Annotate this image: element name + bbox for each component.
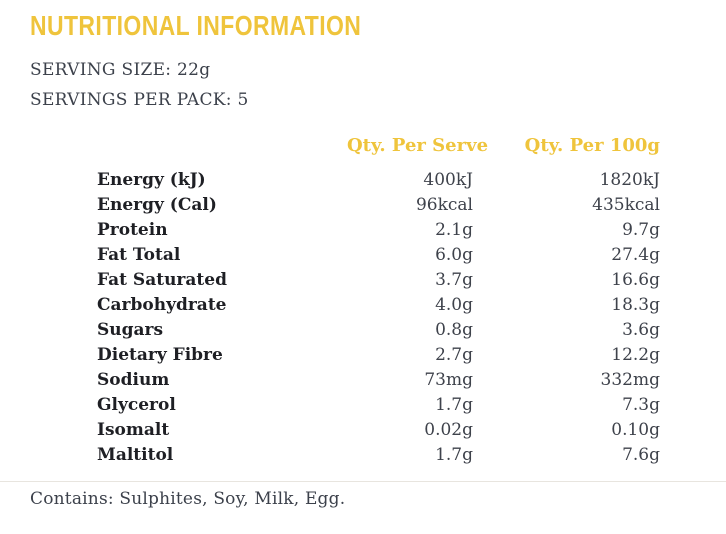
row-value-per-serve: 2.1g xyxy=(435,220,473,240)
row-value-per-serve: 0.8g xyxy=(435,320,473,340)
table-row: Fat Saturated 3.7g 16.6g xyxy=(97,270,660,295)
row-value-per-100g: 1820kJ xyxy=(599,170,660,190)
row-value-per-serve: 0.02g xyxy=(424,420,473,440)
allergen-contains-text: Contains: Sulphites, Soy, Milk, Egg. xyxy=(30,489,346,509)
servings-per-pack-text: SERVINGS PER PACK: 5 xyxy=(30,90,249,110)
table-row: Carbohydrate 4.0g 18.3g xyxy=(97,295,660,320)
row-value-per-100g: 0.10g xyxy=(611,420,660,440)
row-label: Fat Saturated xyxy=(97,270,227,290)
table-header-row: Qty. Per Serve Qty. Per 100g xyxy=(97,135,660,160)
table-row: Glycerol 1.7g 7.3g xyxy=(97,395,660,420)
row-label: Energy (Cal) xyxy=(97,195,217,215)
page-title: NUTRITIONAL INFORMATION xyxy=(30,10,362,41)
row-value-per-100g: 3.6g xyxy=(622,320,660,340)
serving-size-text: SERVING SIZE: 22g xyxy=(30,60,211,80)
table-row: Isomalt 0.02g 0.10g xyxy=(97,420,660,445)
row-value-per-serve: 3.7g xyxy=(435,270,473,290)
row-label: Isomalt xyxy=(97,420,170,440)
table-body: Energy (kJ) 400kJ 1820kJ Energy (Cal) 96kcal… xyxy=(97,170,660,470)
table-row: Energy (kJ) 400kJ 1820kJ xyxy=(97,170,660,195)
table-row: Maltitol 1.7g 7.6g xyxy=(97,445,660,470)
column-header-per-100g: Qty. Per 100g xyxy=(524,135,660,156)
table-row: Sodium 73mg 332mg xyxy=(97,370,660,395)
row-value-per-serve: 96kcal xyxy=(415,195,473,215)
row-value-per-100g: 18.3g xyxy=(611,295,660,315)
row-label: Carbohydrate xyxy=(97,295,227,315)
row-value-per-serve: 1.7g xyxy=(435,445,473,465)
row-value-per-serve: 73mg xyxy=(424,370,473,390)
row-label: Fat Total xyxy=(97,245,181,265)
table-row: Fat Total 6.0g 27.4g xyxy=(97,245,660,270)
divider-line xyxy=(0,481,726,482)
table-row: Energy (Cal) 96kcal 435kcal xyxy=(97,195,660,220)
row-value-per-100g: 9.7g xyxy=(622,220,660,240)
row-value-per-100g: 27.4g xyxy=(611,245,660,265)
row-value-per-serve: 2.7g xyxy=(435,345,473,365)
row-label: Glycerol xyxy=(97,395,176,415)
table-row: Dietary Fibre 2.7g 12.2g xyxy=(97,345,660,370)
row-value-per-100g: 435kcal xyxy=(592,195,660,215)
row-label: Maltitol xyxy=(97,445,174,465)
row-label: Sugars xyxy=(97,320,164,340)
row-value-per-serve: 4.0g xyxy=(435,295,473,315)
table-row: Sugars 0.8g 3.6g xyxy=(97,320,660,345)
row-value-per-serve: 6.0g xyxy=(435,245,473,265)
column-header-per-serve: Qty. Per Serve xyxy=(347,135,489,156)
table-row: Protein 2.1g 9.7g xyxy=(97,220,660,245)
row-label: Dietary Fibre xyxy=(97,345,223,365)
row-value-per-serve: 400kJ xyxy=(423,170,473,190)
row-value-per-100g: 16.6g xyxy=(611,270,660,290)
nutrition-table: Qty. Per Serve Qty. Per 100g Energy (kJ)… xyxy=(97,135,660,470)
row-label: Energy (kJ) xyxy=(97,170,206,190)
row-value-per-100g: 7.3g xyxy=(622,395,660,415)
row-value-per-100g: 332mg xyxy=(600,370,660,390)
row-label: Protein xyxy=(97,220,168,240)
row-value-per-serve: 1.7g xyxy=(435,395,473,415)
row-value-per-100g: 7.6g xyxy=(622,445,660,465)
row-label: Sodium xyxy=(97,370,170,390)
row-value-per-100g: 12.2g xyxy=(611,345,660,365)
